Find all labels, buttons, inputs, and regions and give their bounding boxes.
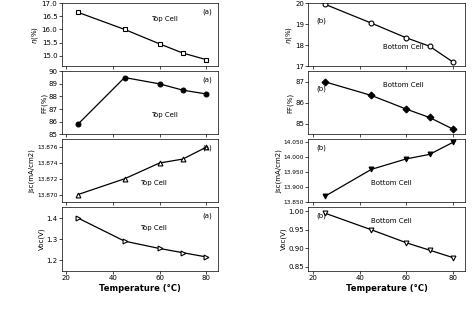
Y-axis label: Jsc(mA/cm2): Jsc(mA/cm2) bbox=[276, 149, 283, 193]
Text: Bottom Cell: Bottom Cell bbox=[383, 82, 424, 88]
Text: (b): (b) bbox=[316, 144, 326, 151]
Text: (a): (a) bbox=[202, 8, 212, 15]
Text: (a): (a) bbox=[202, 213, 212, 219]
Text: Bottom Cell: Bottom Cell bbox=[383, 44, 424, 49]
Y-axis label: FF(%): FF(%) bbox=[41, 93, 47, 113]
Text: Bottom Cell: Bottom Cell bbox=[371, 180, 411, 186]
Text: Top Cell: Top Cell bbox=[151, 112, 177, 118]
Y-axis label: FF(%): FF(%) bbox=[287, 93, 294, 113]
Y-axis label: Voc(V): Voc(V) bbox=[281, 228, 287, 250]
Text: (b): (b) bbox=[316, 17, 326, 24]
Text: (a): (a) bbox=[202, 76, 212, 83]
X-axis label: Temperature (°C): Temperature (°C) bbox=[346, 284, 428, 293]
X-axis label: Temperature (°C): Temperature (°C) bbox=[99, 284, 181, 293]
Text: (b): (b) bbox=[316, 85, 326, 92]
Text: (a): (a) bbox=[202, 144, 212, 151]
Y-axis label: $\eta$(%): $\eta$(%) bbox=[284, 26, 294, 44]
Y-axis label: $\eta$(%): $\eta$(%) bbox=[30, 26, 40, 44]
Text: (b): (b) bbox=[316, 213, 326, 219]
Text: Top Cell: Top Cell bbox=[151, 16, 177, 22]
Text: Bottom Cell: Bottom Cell bbox=[371, 218, 411, 224]
Y-axis label: Voc(V): Voc(V) bbox=[38, 228, 45, 250]
Y-axis label: Jsc(mA/cm2): Jsc(mA/cm2) bbox=[29, 149, 36, 193]
Text: Top Cell: Top Cell bbox=[140, 225, 166, 230]
Text: Top Cell: Top Cell bbox=[140, 180, 166, 186]
